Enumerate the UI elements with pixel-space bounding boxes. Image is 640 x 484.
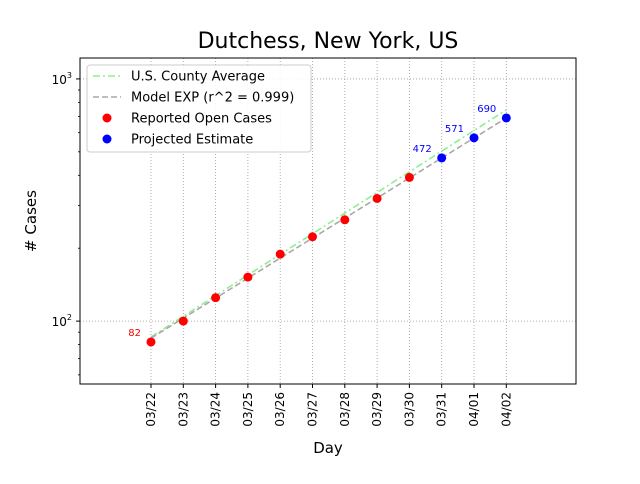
data-point [243, 272, 253, 282]
x-tick-label: 03/24 [209, 392, 223, 427]
y-tick-label: 103 [52, 71, 72, 87]
x-tick-label: 03/23 [176, 392, 190, 427]
legend-label: Model EXP (r^2 = 0.999) [131, 91, 294, 106]
data-point [437, 153, 447, 163]
series-line [150, 109, 507, 338]
x-tick-label: 03/31 [435, 392, 449, 427]
y-tick-label-base: 10 [52, 73, 67, 87]
y-axis-label: # Cases [22, 190, 40, 252]
y-tick-label-base: 10 [52, 315, 67, 329]
x-tick-label: 03/28 [338, 392, 352, 427]
data-point [308, 232, 317, 242]
data-point [404, 172, 414, 182]
x-tick-label: 03/30 [402, 392, 416, 427]
data-label: 571 [445, 124, 464, 135]
legend: U.S. County Average Model EXP (r^2 = 0.99… [86, 64, 312, 153]
series-line [150, 117, 507, 339]
y-tick-label-exponent: 3 [67, 71, 72, 80]
legend-label: Reported Open Cases [131, 112, 272, 127]
data-point [146, 337, 156, 347]
data-label: 472 [413, 144, 432, 155]
legend-label: Projected Estimate [131, 133, 253, 148]
data-point [275, 249, 285, 259]
x-tick-label: 04/02 [499, 392, 513, 427]
x-axis-label: Day [313, 439, 343, 457]
chart-title: Dutchess, New York, US [198, 29, 459, 54]
data-label: 82 [128, 328, 141, 339]
data-point [178, 316, 188, 326]
series-layer: 82 472 571 690 [128, 104, 511, 347]
data-point [469, 133, 479, 143]
y-tick-label-exponent: 2 [67, 313, 72, 322]
data-point [501, 113, 511, 123]
x-tick-label: 03/26 [273, 392, 287, 427]
legend-box [86, 64, 312, 153]
legend-marker-swatch [102, 113, 112, 123]
legend-marker-swatch [102, 134, 112, 144]
legend-label: U.S. County Average [131, 70, 265, 85]
plot-frame [79, 57, 577, 385]
data-label: 690 [477, 104, 496, 115]
x-tick-label: 03/25 [241, 392, 255, 427]
x-tick-label: 03/22 [144, 392, 158, 427]
x-tick-label: 04/01 [467, 392, 481, 427]
data-point [340, 215, 350, 225]
y-tick-label: 102 [52, 313, 72, 329]
x-tick-label: 03/29 [370, 392, 384, 427]
data-point [372, 193, 382, 203]
ticks-layer: 03/22 03/23 03/24 03/25 03/26 03/27 03/28 03/29… [52, 71, 514, 427]
data-point [211, 293, 221, 303]
x-tick-label: 03/27 [306, 392, 320, 427]
